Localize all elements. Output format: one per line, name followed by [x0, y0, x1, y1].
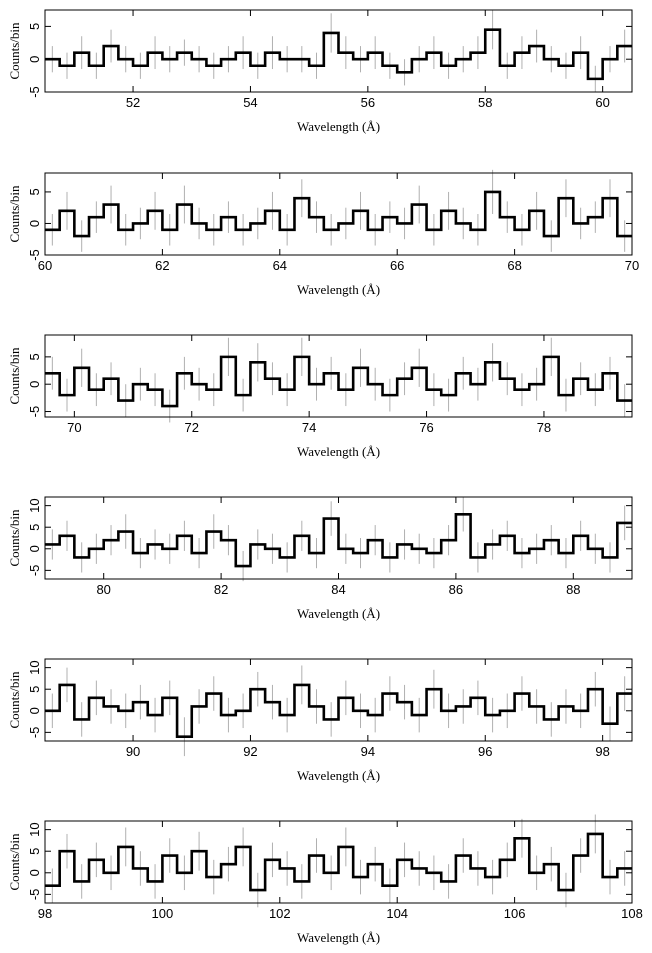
- y-axis-label: Counts/bin: [7, 185, 22, 243]
- x-tick-label: 70: [625, 258, 639, 273]
- x-tick-label: 94: [361, 744, 375, 759]
- y-tick-label: 0: [27, 220, 42, 227]
- y-tick-label: 10: [27, 822, 42, 836]
- y-tick-label: 10: [27, 498, 42, 512]
- spectrum-step: [45, 683, 632, 738]
- x-tick-label: 90: [126, 744, 140, 759]
- x-tick-label: 70: [67, 420, 81, 435]
- x-tick-label: 86: [449, 582, 463, 597]
- y-tick-label: -5: [27, 249, 42, 261]
- plot-frame: [44, 9, 633, 93]
- x-tick-label: 100: [152, 906, 174, 921]
- y-tick-label: 5: [27, 848, 42, 855]
- plot-frame: [44, 172, 633, 256]
- x-axis-label: Wavelength (Å): [297, 768, 380, 783]
- x-axis-label: Wavelength (Å): [297, 282, 380, 297]
- x-axis-label: Wavelength (Å): [297, 930, 380, 945]
- x-tick-label: 102: [269, 906, 291, 921]
- x-tick-label: 64: [273, 258, 287, 273]
- plot-frame: [44, 820, 633, 904]
- x-tick-label: 78: [537, 420, 551, 435]
- spectrum-step: [45, 832, 632, 892]
- y-tick-label: 5: [27, 23, 42, 30]
- x-tick-label: 98: [38, 906, 52, 921]
- y-tick-label: 0: [27, 56, 42, 63]
- x-axis-label: Wavelength (Å): [297, 444, 380, 459]
- x-tick-label: 56: [361, 95, 375, 110]
- x-tick-label: 54: [243, 95, 257, 110]
- x-tick-label: 92: [243, 744, 257, 759]
- x-tick-label: 58: [478, 95, 492, 110]
- y-axis-label: Counts/bin: [7, 22, 22, 80]
- y-tick-label: 5: [27, 524, 42, 531]
- y-tick-label: 5: [27, 188, 42, 195]
- y-tick-label: -5: [27, 727, 42, 739]
- x-tick-label: 80: [96, 582, 110, 597]
- plot-frame: [44, 658, 633, 742]
- spectrum-step: [45, 28, 632, 81]
- y-axis-label: Counts/bin: [7, 347, 22, 405]
- y-tick-label: -5: [27, 86, 42, 98]
- x-tick-label: 52: [126, 95, 140, 110]
- y-tick-label: -5: [27, 565, 42, 577]
- y-tick-label: -5: [27, 406, 42, 418]
- x-tick-label: 88: [566, 582, 580, 597]
- x-tick-label: 68: [507, 258, 521, 273]
- x-tick-label: 66: [390, 258, 404, 273]
- y-tick-label: 0: [27, 707, 42, 714]
- x-tick-label: 108: [621, 906, 643, 921]
- x-tick-label: 60: [595, 95, 609, 110]
- x-tick-label: 76: [419, 420, 433, 435]
- x-tick-label: 74: [302, 420, 316, 435]
- y-tick-label: 5: [27, 686, 42, 693]
- y-tick-label: 0: [27, 545, 42, 552]
- y-axis-label: Counts/bin: [7, 833, 22, 891]
- y-tick-label: 0: [27, 381, 42, 388]
- plot-frame: [44, 334, 633, 418]
- y-tick-label: 0: [27, 869, 42, 876]
- y-tick-label: -5: [27, 889, 42, 901]
- x-axis-label: Wavelength (Å): [297, 606, 380, 621]
- y-axis-label: Counts/bin: [7, 509, 22, 567]
- y-axis-label: Counts/bin: [7, 671, 22, 729]
- x-tick-label: 82: [214, 582, 228, 597]
- x-tick-label: 72: [185, 420, 199, 435]
- y-tick-label: 10: [27, 660, 42, 674]
- x-tick-label: 104: [386, 906, 408, 921]
- x-tick-label: 106: [504, 906, 526, 921]
- y-tick-label: 5: [27, 353, 42, 360]
- x-tick-label: 96: [478, 744, 492, 759]
- x-tick-label: 98: [595, 744, 609, 759]
- spectrum-step: [45, 355, 632, 408]
- spectrum-step: [45, 190, 632, 238]
- x-axis-label: Wavelength (Å): [297, 119, 380, 134]
- x-tick-label: 60: [38, 258, 52, 273]
- x-tick-label: 62: [155, 258, 169, 273]
- spectrum-step: [45, 512, 632, 568]
- x-tick-label: 84: [331, 582, 345, 597]
